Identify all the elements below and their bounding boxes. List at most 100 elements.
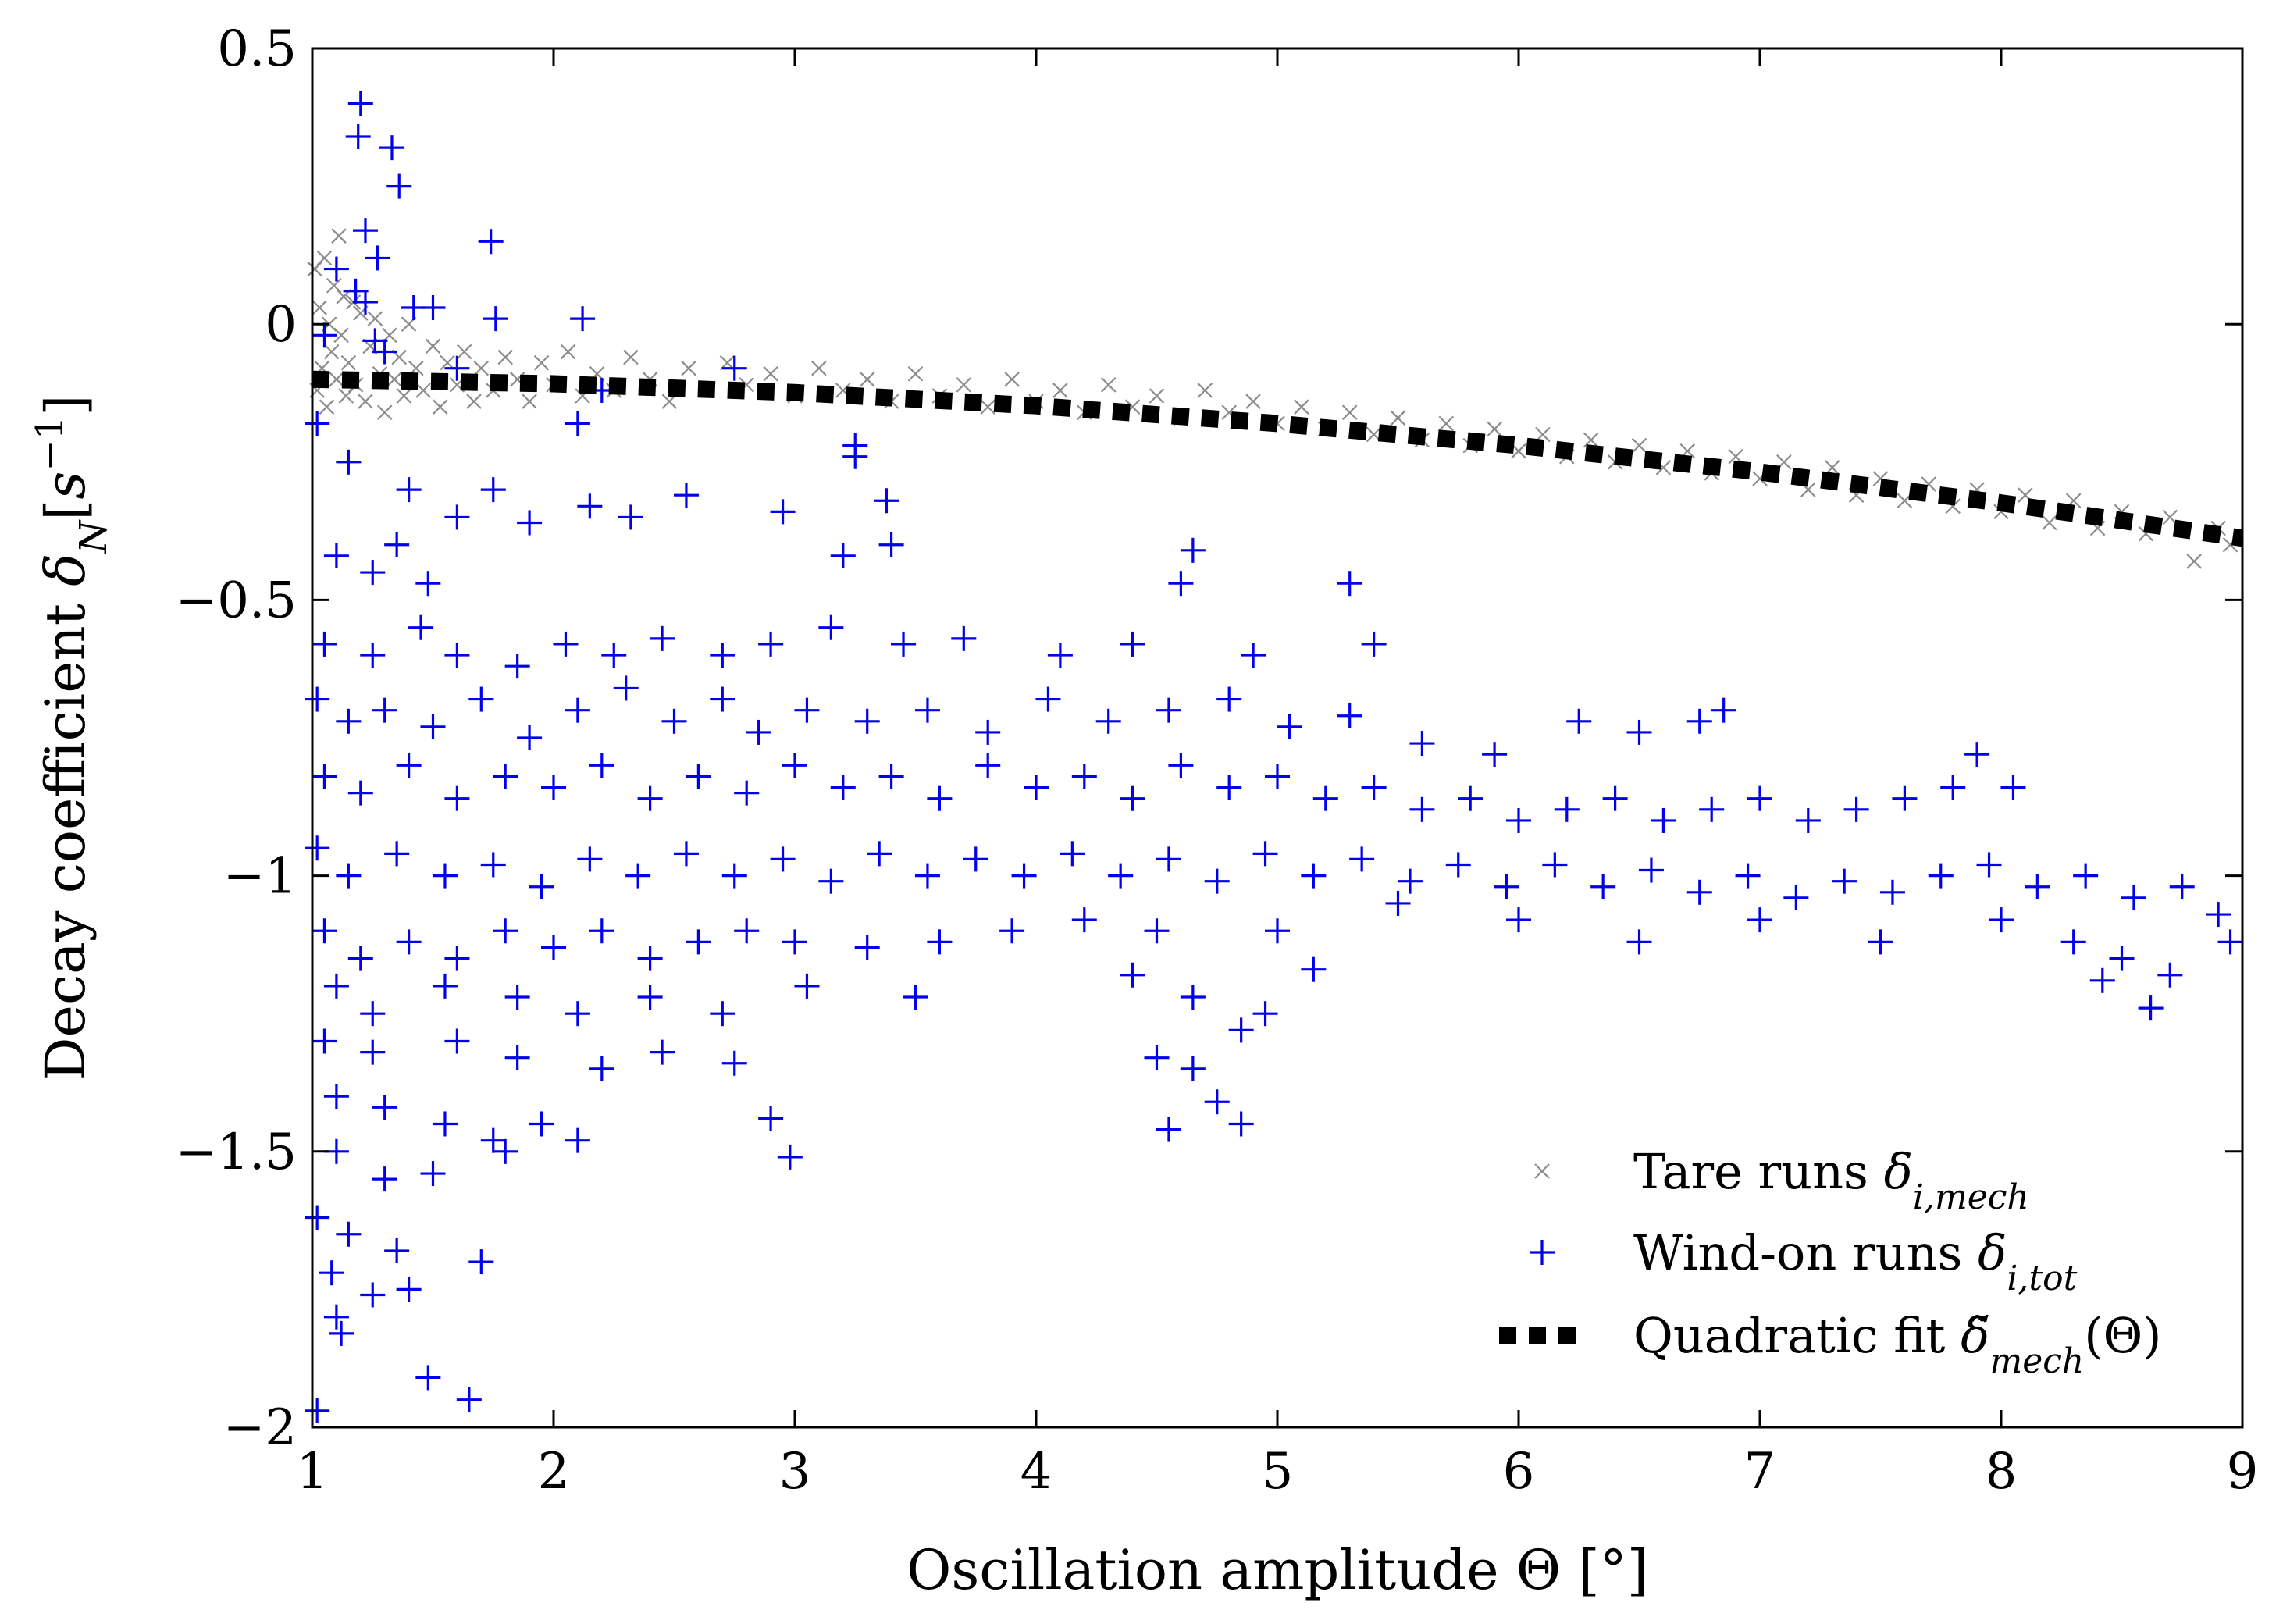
wind-point	[734, 918, 760, 944]
tare-point-stroke	[329, 372, 344, 387]
tare-point-stroke	[956, 377, 972, 393]
wind-point	[1747, 785, 1772, 811]
wind-point	[517, 725, 543, 750]
wind-point	[1168, 753, 1194, 778]
x-tick-label: 1	[297, 1443, 329, 1501]
wind-point	[589, 1056, 614, 1081]
wind-point	[305, 686, 330, 712]
wind-point	[420, 295, 446, 321]
tare-point-stroke	[2089, 520, 2106, 536]
wind-point	[1180, 985, 1206, 1010]
y-axis-title-symbol: δ	[34, 554, 98, 586]
wind-point	[963, 846, 988, 872]
legend-label-tare: Tare runs δi,mech	[1633, 1143, 2029, 1217]
legend-label-fit-main: Quadratic fit	[1633, 1307, 1961, 1364]
wind-series	[305, 91, 2243, 1423]
wind-point	[396, 929, 422, 955]
wind-point	[1204, 1089, 1230, 1115]
wind-point	[384, 532, 410, 557]
wind-point	[444, 504, 470, 530]
tare-point-stroke	[2018, 487, 2033, 503]
wind-point	[1011, 863, 1037, 889]
wind-point	[336, 708, 362, 734]
tare-point-stroke	[1945, 498, 1961, 515]
tare-point-stroke	[1294, 399, 1309, 415]
wind-point	[372, 697, 397, 723]
wind-point	[352, 218, 378, 244]
tare-point-stroke	[340, 354, 357, 371]
wind-point	[770, 499, 796, 525]
tare-point	[1294, 399, 1309, 415]
legend: Tare runs δi,mech Wind-on runs δi,tot Qu…	[1499, 1143, 2161, 1381]
wind-point	[891, 631, 917, 657]
x-tick-label: 2	[538, 1443, 570, 1501]
wind-point	[360, 1001, 386, 1027]
wind-point	[305, 411, 330, 436]
wind-point	[480, 477, 506, 503]
wind-point	[305, 1205, 330, 1230]
wind-point	[903, 985, 928, 1010]
y-tick-label: −1.5	[176, 1124, 297, 1181]
wind-point	[1120, 962, 1145, 988]
wind-point	[2121, 885, 2146, 910]
wind-point	[2217, 929, 2243, 955]
tare-point-stroke	[835, 383, 851, 398]
tare-point	[432, 399, 448, 415]
tare-point	[1487, 421, 1502, 437]
wind-point	[541, 775, 566, 800]
wind-point	[914, 863, 940, 889]
tare-point	[1390, 410, 1406, 426]
wind-point	[478, 229, 504, 255]
wind-point	[365, 245, 390, 271]
x-tick-label: 5	[1262, 1443, 1294, 1501]
wind-point	[360, 643, 386, 668]
tare-point	[376, 404, 393, 421]
wind-point	[1928, 863, 1954, 889]
tare-point	[329, 372, 344, 387]
legend-label-fit-sub: mech	[1990, 1341, 2085, 1381]
tare-point	[396, 388, 412, 404]
wind-point	[999, 918, 1025, 944]
tare-point-stroke	[333, 327, 349, 344]
wind-point	[384, 1238, 410, 1263]
wind-point	[312, 631, 337, 657]
tare-point-stroke	[681, 360, 696, 376]
wind-point	[468, 686, 494, 712]
wind-point	[2109, 946, 2135, 971]
tare-point	[1100, 377, 1117, 393]
tare-point	[533, 354, 550, 371]
tare-point	[2162, 509, 2178, 525]
tare-point	[497, 349, 513, 365]
tare-point-stroke	[1511, 443, 1526, 459]
tare-point-stroke	[376, 404, 393, 421]
tare-point-stroke	[331, 228, 347, 244]
wind-point	[1301, 956, 1327, 982]
wind-point	[1241, 643, 1266, 668]
x-axis-title: Oscillation amplitude Θ [°]	[906, 1538, 1648, 1602]
legend-wind-marker	[1530, 1240, 1555, 1265]
wind-point	[1252, 841, 1278, 867]
tare-point	[425, 338, 441, 354]
tare-point	[456, 344, 472, 360]
wind-point	[504, 1045, 530, 1070]
tare-point	[2186, 554, 2202, 569]
wind-point	[483, 306, 508, 332]
tare-point-stroke	[391, 349, 408, 365]
wind-point	[874, 488, 899, 514]
wind-point	[842, 433, 868, 458]
wind-point	[1108, 863, 1134, 889]
tare-point-stroke	[1438, 415, 1455, 432]
wind-point	[1795, 807, 1821, 833]
wind-point	[565, 697, 590, 723]
tare-point	[907, 365, 924, 382]
wind-point	[432, 863, 458, 889]
wind-point	[1060, 841, 1085, 867]
legend-label-tare-symbol: δ	[1884, 1143, 1913, 1200]
x-tick-label: 6	[1503, 1443, 1535, 1501]
wind-point	[1626, 719, 1652, 745]
wind-point	[673, 841, 699, 867]
wind-point	[323, 543, 349, 568]
tare-point-stroke	[1655, 460, 1672, 475]
wind-point	[927, 785, 953, 811]
wind-point	[360, 1282, 386, 1308]
